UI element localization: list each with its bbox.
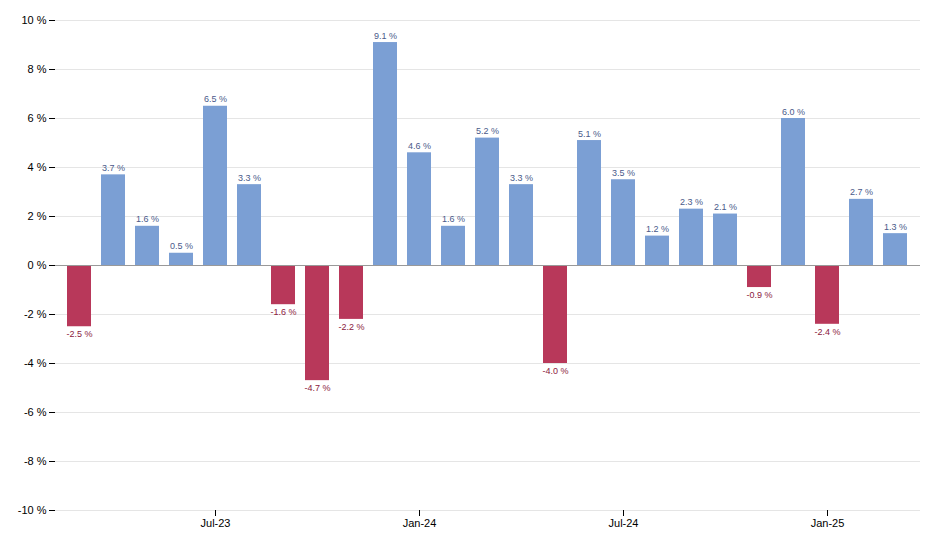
svg-text:-2.2 %: -2.2 % xyxy=(338,322,364,332)
svg-text:-4 %: -4 % xyxy=(24,357,47,369)
svg-text:5.2 %: 5.2 % xyxy=(476,126,499,136)
svg-text:3.7 %: 3.7 % xyxy=(102,163,125,173)
svg-text:-2.5 %: -2.5 % xyxy=(66,329,92,339)
svg-text:3.3 %: 3.3 % xyxy=(510,173,533,183)
svg-text:1.6 %: 1.6 % xyxy=(442,214,465,224)
svg-text:Jul-24: Jul-24 xyxy=(609,517,639,529)
svg-text:-4.0 %: -4.0 % xyxy=(542,366,568,376)
svg-text:-4.7 %: -4.7 % xyxy=(304,383,330,393)
svg-text:-8 %: -8 % xyxy=(24,455,47,467)
svg-text:3.5 %: 3.5 % xyxy=(612,168,635,178)
svg-text:5.1 %: 5.1 % xyxy=(578,129,601,139)
svg-text:6 %: 6 % xyxy=(28,112,47,124)
svg-text:4 %: 4 % xyxy=(28,161,47,173)
svg-text:0.5 %: 0.5 % xyxy=(170,241,193,251)
svg-text:2.1 %: 2.1 % xyxy=(714,202,737,212)
svg-text:1.3 %: 1.3 % xyxy=(884,222,907,232)
svg-text:-2.4 %: -2.4 % xyxy=(814,327,840,337)
svg-text:0 %: 0 % xyxy=(28,259,47,271)
svg-text:10 %: 10 % xyxy=(21,14,46,26)
svg-text:1.2 %: 1.2 % xyxy=(646,224,669,234)
svg-text:2 %: 2 % xyxy=(28,210,47,222)
svg-text:-10 %: -10 % xyxy=(18,504,47,516)
svg-text:1.6 %: 1.6 % xyxy=(136,214,159,224)
svg-text:Jan-24: Jan-24 xyxy=(403,517,437,529)
svg-text:4.6 %: 4.6 % xyxy=(408,141,431,151)
svg-text:9.1 %: 9.1 % xyxy=(374,31,397,41)
svg-text:-0.9 %: -0.9 % xyxy=(746,290,772,300)
svg-text:3.3 %: 3.3 % xyxy=(238,173,261,183)
svg-text:2.7 %: 2.7 % xyxy=(850,187,873,197)
svg-text:6.5 %: 6.5 % xyxy=(204,94,227,104)
svg-text:-6 %: -6 % xyxy=(24,406,47,418)
svg-text:8 %: 8 % xyxy=(28,63,47,75)
svg-text:6.0 %: 6.0 % xyxy=(782,107,805,117)
svg-text:Jul-23: Jul-23 xyxy=(201,517,231,529)
svg-text:-1.6 %: -1.6 % xyxy=(270,307,296,317)
svg-text:-2 %: -2 % xyxy=(24,308,47,320)
svg-text:2.3 %: 2.3 % xyxy=(680,197,703,207)
svg-text:Jan-25: Jan-25 xyxy=(811,517,845,529)
